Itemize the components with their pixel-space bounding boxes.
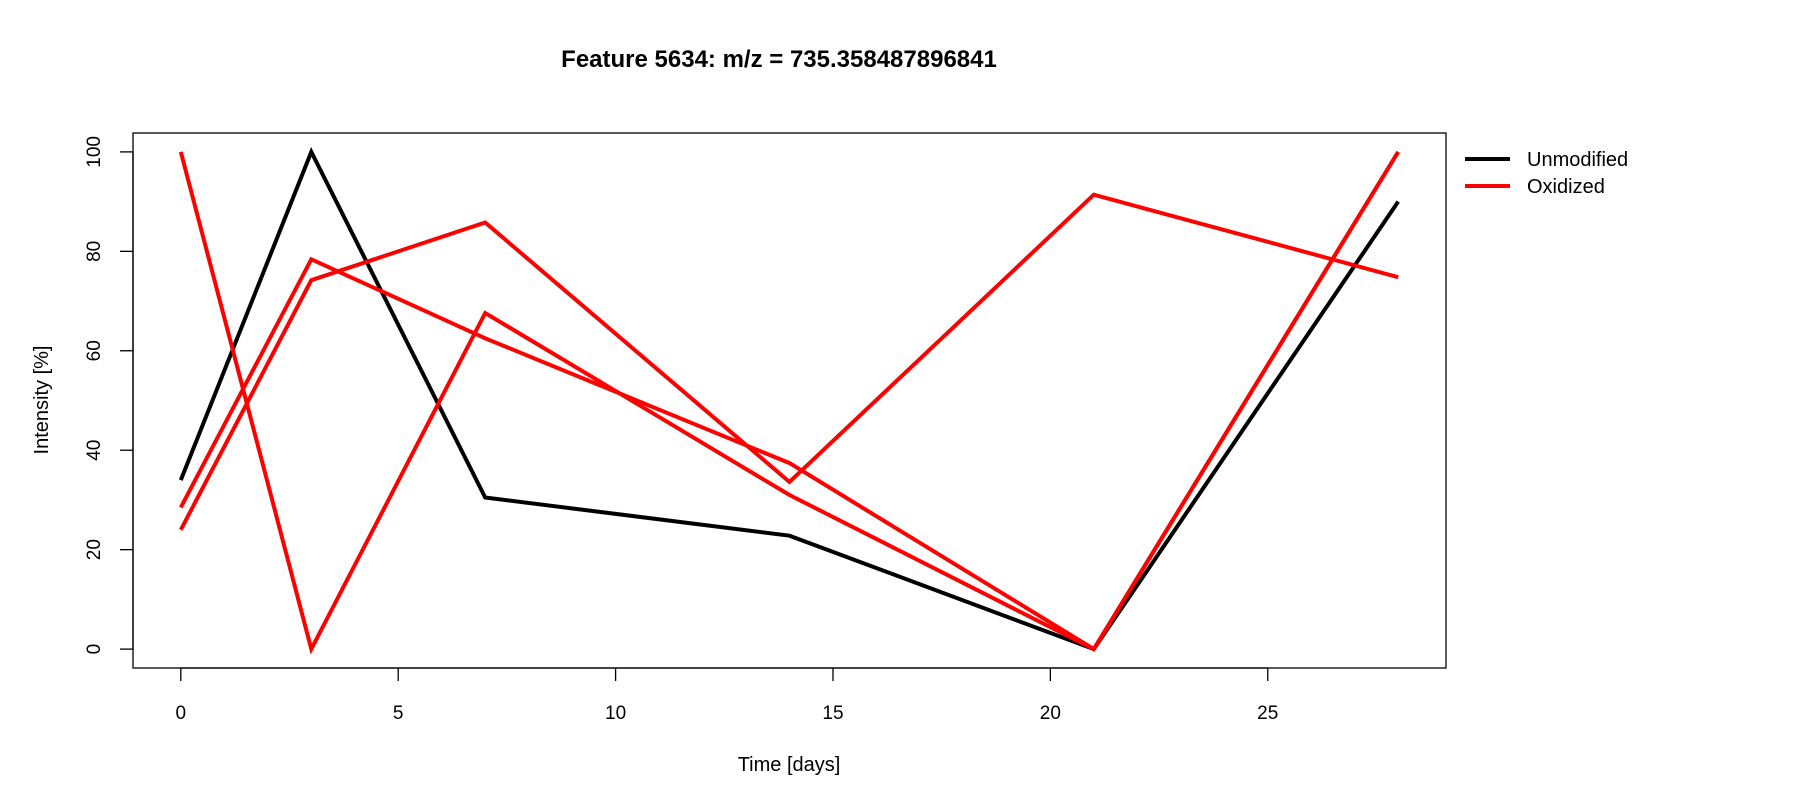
y-axis: 0 20 40 60 80 100	[84, 136, 134, 655]
y-tick-label: 40	[84, 440, 105, 461]
legend: Unmodified Oxidized	[1465, 149, 1628, 198]
plot-frame	[132, 132, 1447, 669]
chart-title: Feature 5634: m/z = 735.358487896841	[561, 46, 997, 73]
x-tick-label: 20	[1040, 703, 1061, 724]
y-axis-title: Intensity [%]	[31, 346, 53, 455]
series-line-unmodified-1	[178, 147, 1400, 652]
x-tick-label: 0	[176, 703, 187, 724]
x-axis: 0 5 10 15 20 25	[176, 667, 1278, 724]
y-tick-label: 80	[84, 241, 105, 262]
x-tick-label: 10	[605, 703, 626, 724]
series-layer	[178, 147, 1400, 655]
legend-label-unmodified: Unmodified	[1527, 149, 1628, 171]
y-tick-label: 60	[84, 340, 105, 361]
x-tick-label: 5	[393, 703, 404, 724]
series-line-oxidized-3	[179, 150, 1400, 652]
y-tick-label: 100	[84, 136, 105, 168]
x-axis-title: Time [days]	[738, 754, 841, 776]
series-line-oxidized-4	[179, 192, 1399, 531]
x-tick-label: 25	[1257, 703, 1278, 724]
legend-label-oxidized: Oxidized	[1527, 176, 1605, 198]
x-tick-label: 15	[822, 703, 843, 724]
y-tick-label: 20	[84, 539, 105, 560]
y-tick-label: 0	[84, 644, 105, 655]
